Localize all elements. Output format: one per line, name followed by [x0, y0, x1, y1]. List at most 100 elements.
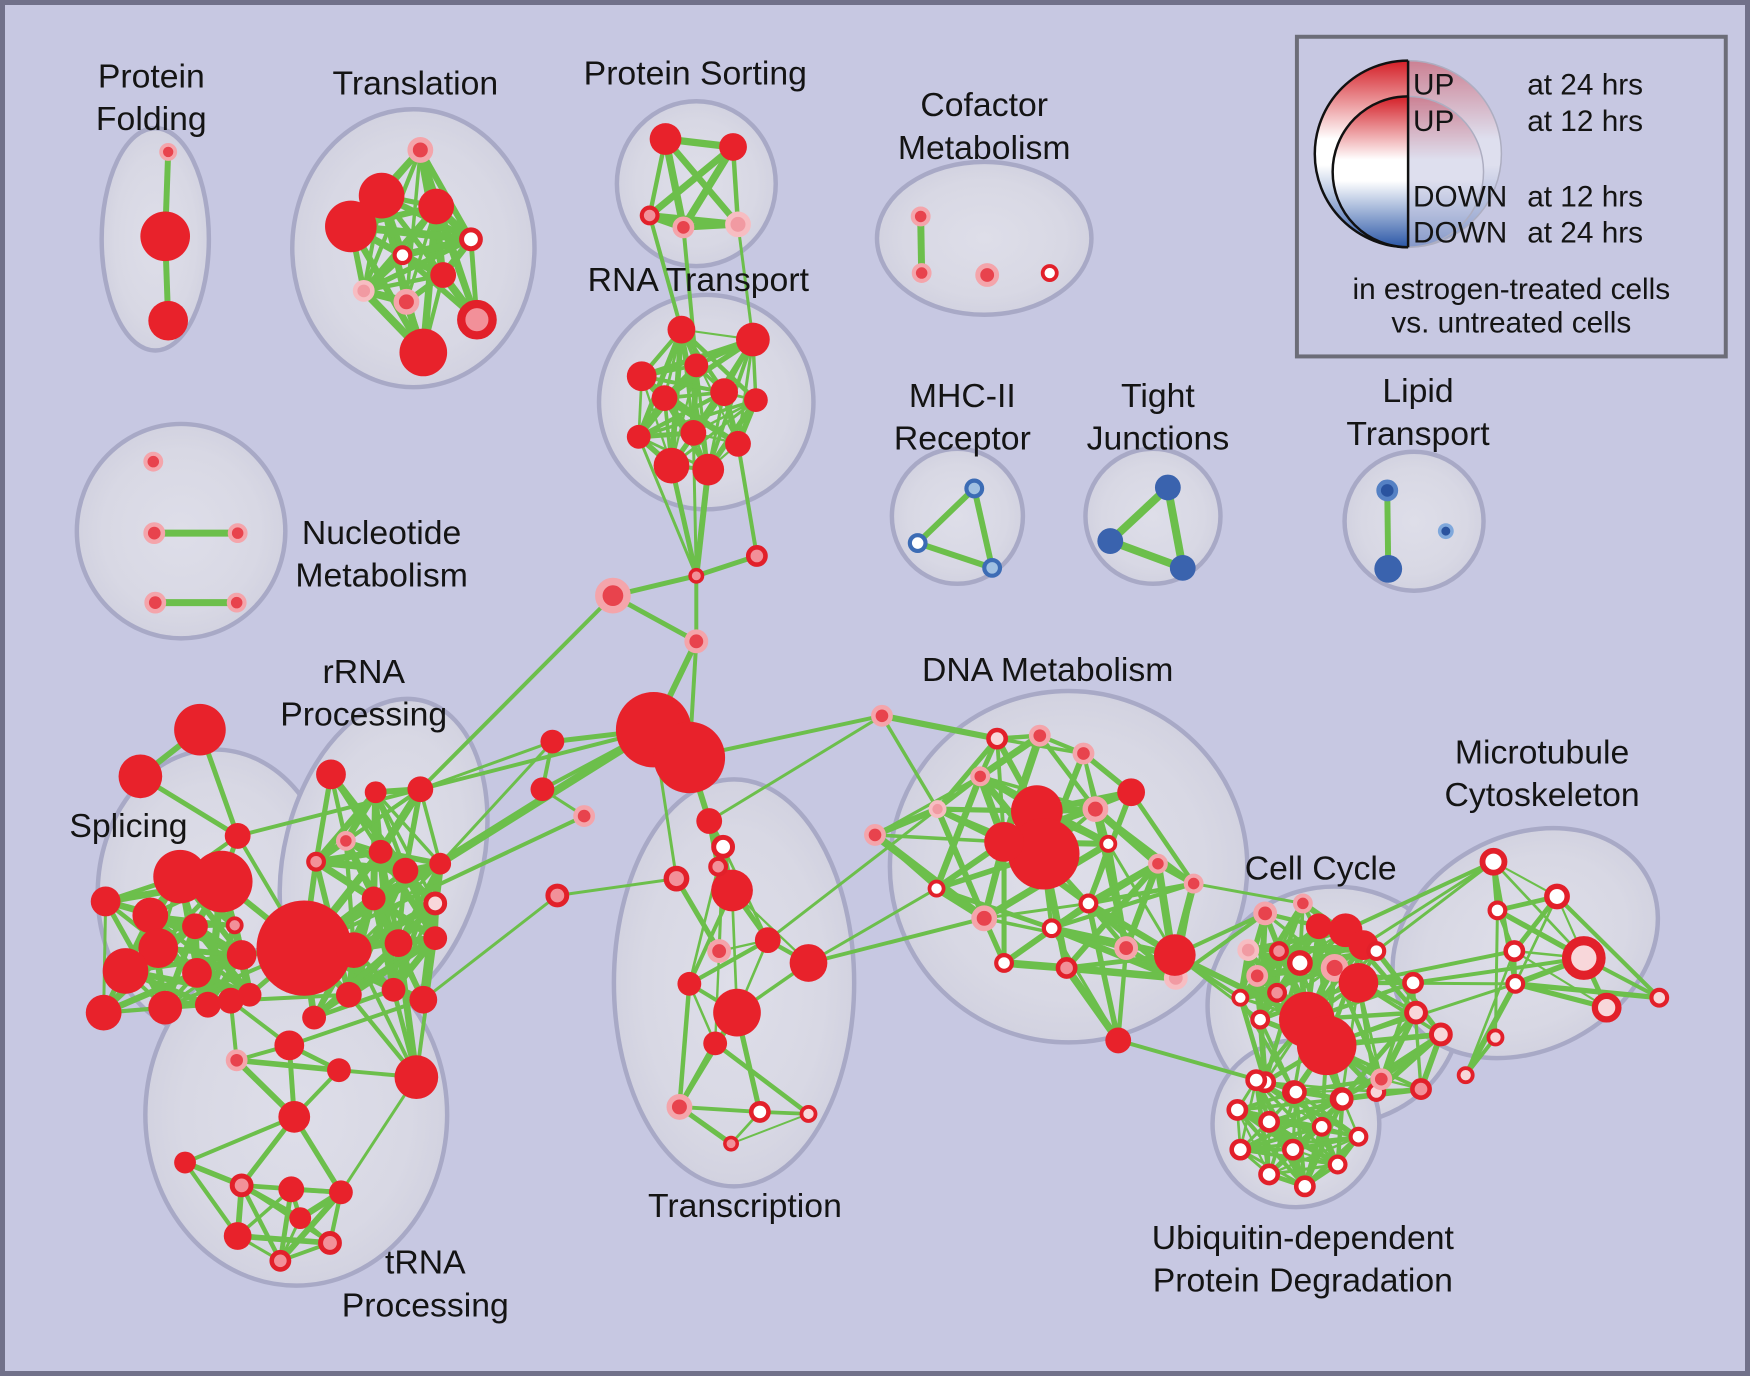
gene-node: [666, 1094, 693, 1120]
gene-node: [1258, 1110, 1281, 1133]
cluster-label-sp: Splicing: [69, 807, 187, 845]
gene-node: [595, 577, 631, 614]
gene-node: [982, 557, 1003, 578]
gene-node: [719, 133, 747, 161]
gene-node: [910, 206, 931, 227]
cluster-label-tn: Processing: [342, 1286, 509, 1324]
cluster-label-pf: Folding: [96, 100, 207, 138]
gene-node: [688, 567, 705, 584]
gene-node: [696, 808, 723, 834]
gene-node: [680, 419, 707, 446]
gene-node: [394, 1055, 439, 1099]
legend-time-label: at 12 hrs: [1527, 105, 1643, 138]
gene-node: [1183, 873, 1204, 894]
gene-node: [1117, 778, 1146, 807]
gene-node: [799, 1104, 818, 1123]
gene-node: [1250, 1009, 1271, 1030]
gene-node: [663, 865, 690, 892]
gene-node: [1269, 941, 1289, 962]
gene-node: [986, 727, 1009, 750]
cluster-label-nm: Nucleotide: [302, 514, 461, 552]
gene-node: [1267, 982, 1287, 1003]
gene-node: [1486, 1028, 1505, 1047]
gene-node: [725, 430, 751, 457]
gene-node: [1097, 528, 1124, 554]
gene-node: [971, 905, 998, 932]
gene-node: [1041, 918, 1062, 939]
gene-node: [1479, 847, 1508, 876]
gene-node: [573, 805, 596, 827]
gene-node: [327, 1058, 351, 1083]
legend-direction-label: DOWN: [1413, 181, 1507, 214]
cluster-ellipse-tx: [611, 777, 857, 1189]
gene-node: [692, 453, 725, 486]
gene-node: [707, 939, 732, 963]
gene-node: [223, 1222, 252, 1250]
gene-node: [677, 971, 702, 996]
gene-node: [1082, 796, 1109, 823]
gene-node: [723, 1135, 739, 1152]
cluster-label-tx: Transcription: [648, 1187, 842, 1225]
cluster-label-mh: MHC-II: [909, 377, 1016, 415]
gene-node: [182, 958, 212, 988]
gene-node: [1231, 988, 1250, 1007]
gene-node: [289, 1207, 312, 1230]
gene-node: [672, 216, 695, 239]
gene-node: [1226, 1098, 1249, 1121]
gene-node: [626, 361, 657, 392]
gene-node: [927, 879, 946, 898]
gene-node: [1331, 1088, 1354, 1110]
gene-node: [143, 522, 166, 545]
gene-node: [745, 545, 768, 567]
gene-node: [1296, 1015, 1357, 1076]
legend: UP at 24 hrs UP at 12 hrs DOWN at 12 hrs DOWN a…: [1294, 34, 1728, 359]
gene-node: [102, 948, 149, 994]
gene-node: [1404, 1000, 1428, 1025]
gene-node: [429, 852, 452, 875]
gene-node: [911, 263, 932, 283]
gene-node: [1008, 818, 1080, 890]
gene-node: [194, 991, 221, 1018]
gene-node: [1591, 992, 1622, 1023]
legend-time-label: at 24 hrs: [1527, 68, 1643, 101]
legend-direction-label: UP: [1413, 68, 1454, 101]
gene-node: [392, 245, 413, 266]
gene-node: [1428, 1022, 1453, 1047]
gene-node: [140, 211, 191, 262]
gene-node: [364, 781, 387, 804]
gene-node: [754, 927, 781, 954]
gene-node: [459, 227, 483, 252]
gene-node: [224, 823, 251, 849]
legend-box: [1294, 34, 1728, 359]
cluster-ellipse-tj: [1083, 446, 1223, 586]
gene-node: [1099, 834, 1118, 853]
gene-node: [864, 824, 886, 846]
gene-node: [736, 322, 770, 357]
gene-node: [639, 205, 660, 226]
gene-node: [1370, 1068, 1393, 1091]
gene-node: [871, 704, 893, 727]
gene-node: [545, 883, 570, 908]
gene-node: [984, 822, 1024, 862]
gene-node: [144, 591, 167, 614]
gene-node: [1649, 987, 1670, 1008]
gene-node: [316, 759, 346, 790]
legend-caption: in estrogen-treated cells: [1353, 273, 1671, 306]
gene-node: [392, 857, 419, 884]
cluster-label-mh: Receptor: [894, 420, 1031, 458]
gene-node: [1078, 893, 1099, 914]
cluster-label-rr: Processing: [280, 696, 447, 734]
gene-node: [1376, 479, 1399, 502]
cluster-ellipse-mh: [889, 446, 1026, 586]
gene-node: [964, 478, 985, 499]
gene-node: [138, 928, 179, 968]
gene-node: [358, 172, 405, 219]
gene-node: [1153, 934, 1196, 976]
gene-node: [132, 897, 169, 934]
gene-node: [143, 451, 164, 472]
cluster-label-mc: Microtubule: [1455, 733, 1629, 771]
gene-node: [1282, 1138, 1304, 1161]
gene-node: [1246, 964, 1269, 987]
gene-node: [191, 850, 253, 913]
